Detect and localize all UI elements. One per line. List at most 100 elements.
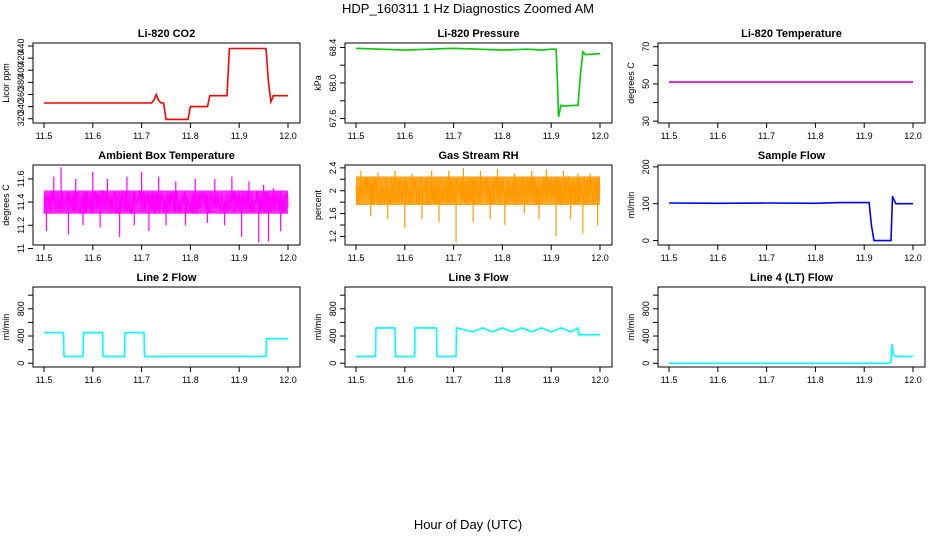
series-line [44,331,288,358]
y-tick-label: 380 [16,75,26,90]
panel-9: Line 4 (LT) Flow ml/min 11.5 11.6 11.7 11.8 11… [626,272,926,385]
panel-frame [344,42,613,124]
series-line [355,175,601,206]
x-tick-label: 11.6 [396,131,413,141]
x-tick-label: 11.9 [543,131,560,141]
x-tick-label: 11.6 [709,375,726,385]
x-tick-label: 11.9 [543,253,560,263]
panel-6: Sample Flow ml/min 11.5 11.6 11.7 11.8 11.9 12.… [626,150,926,263]
x-tick-label: 11.7 [445,375,462,385]
x-tick-label: 11.5 [36,131,53,141]
x-tick-label: 11.7 [758,253,775,263]
x-tick-label: 11.9 [231,253,248,263]
panel-5: Gas Stream RH percent 11.5 11.6 11.7 11.8 11.9… [313,150,613,263]
panel-7: Line 2 Flow ml/min 11.5 11.6 11.7 11.8 11.9 12.… [1,272,301,385]
x-tick-label: 11.8 [807,375,824,385]
y-axis-label: ml/min [626,192,636,219]
x-tick-label: 11.7 [133,131,150,141]
x-tick-label: 11.8 [494,131,511,141]
panel-title: Li-820 CO2 [138,28,195,40]
panel-title: Gas Stream RH [438,150,518,162]
panel-title: Li-820 Temperature [741,28,842,40]
panel-frame [344,164,613,246]
y-tick-label: 400 [16,63,26,78]
y-tick-label: 800 [328,301,338,316]
y-tick-label: 1.6 [328,207,338,220]
x-tick-label: 11.6 [709,131,726,141]
y-axis-label: ml/min [313,314,323,341]
x-tick-label: 11.8 [182,253,199,263]
x-tick-label: 11.7 [758,375,775,385]
y-tick-label: 100 [641,196,651,211]
series-line [669,344,913,365]
panel-frame [657,164,926,246]
y-axis-label: percent [313,189,323,220]
panel-title: Line 2 Flow [137,272,197,284]
x-tick-label: 11.9 [856,131,873,141]
x-tick-label: 12.0 [904,131,922,141]
x-tick-label: 12.0 [904,375,922,385]
panel-frame [344,286,613,368]
x-tick-label: 11.6 [709,253,726,263]
y-axis-label: ml/min [626,314,636,341]
series-line [355,47,601,117]
panel-title: Li-820 Pressure [438,28,520,40]
x-tick-label: 11.5 [36,253,53,263]
y-tick-label: 0 [641,361,651,366]
x-tick-label: 11.8 [182,375,199,385]
y-tick-label: 68.4 [328,39,338,57]
y-axis-label: kPa [313,75,323,91]
x-tick-label: 11.6 [84,375,101,385]
y-axis-label: Licor ppm [1,63,11,103]
series-line [356,326,600,358]
x-tick-label: 11.5 [661,375,678,385]
x-tick-label: 11.6 [84,253,101,263]
x-tick-label: 12.0 [591,375,609,385]
y-tick-label: 11 [16,244,26,253]
y-tick-label: 200 [641,159,651,174]
x-tick-label: 12.0 [279,131,297,141]
panel-frame [657,42,926,124]
y-tick-label: 400 [641,329,651,344]
panel-title: Line 3 Flow [449,272,509,284]
y-tick-label: 400 [16,329,26,344]
y-tick-label: 11.6 [16,170,26,187]
panel-frame [32,286,301,368]
panel-1: Li-820 CO2 Licor ppm 11.5 11.6 11.7 11.8 11.9 1… [1,28,301,141]
panel-title: Line 4 (LT) Flow [750,272,833,284]
x-tick-label: 11.7 [445,131,462,141]
panel-2: Li-820 Pressure kPa 11.5 11.6 11.7 11.8 11.9 12… [313,28,613,141]
panel-3: Li-820 Temperature degrees C 11.5 11.6 11.7 1… [626,28,926,141]
x-tick-label: 11.6 [396,375,413,385]
y-tick-label: 67.6 [328,110,338,128]
y-tick-label: 2.4 [328,162,338,175]
y-tick-label: 1.2 [328,230,338,243]
x-tick-label: 11.7 [445,253,462,263]
panel-title: Sample Flow [758,150,826,162]
panel-frame [32,42,301,124]
x-tick-label: 12.0 [591,131,609,141]
x-tick-label: 11.8 [182,131,199,141]
y-tick-label: 2 [328,188,338,193]
x-tick-label: 11.5 [36,375,53,385]
y-tick-label: 70 [641,42,651,52]
x-tick-label: 11.5 [661,131,678,141]
y-tick-label: 420 [16,51,26,66]
panel-frame [657,286,926,368]
y-tick-label: 800 [16,301,26,316]
x-tick-label: 12.0 [591,253,609,263]
y-axis-label: ml/min [1,314,11,341]
panel-title: Ambient Box Temperature [98,150,235,162]
x-tick-label: 11.7 [133,253,150,263]
x-tick-label: 11.9 [231,375,248,385]
x-tick-label: 11.8 [494,375,511,385]
y-tick-label: 68.0 [328,74,338,92]
panel-frame [32,164,301,246]
x-tick-label: 11.5 [661,253,678,263]
y-axis-label: degrees C [626,62,636,104]
y-tick-label: 11.4 [16,194,26,211]
y-tick-label: 11.2 [16,217,26,234]
x-tick-label: 11.8 [494,253,511,263]
page-title: HDP_160311 1 Hz Diagnostics Zoomed AM [342,1,594,16]
series-line [44,47,288,121]
